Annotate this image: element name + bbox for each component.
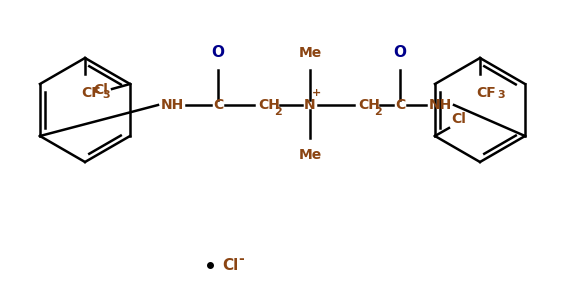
- Text: N: N: [304, 98, 316, 112]
- Text: CH: CH: [258, 98, 280, 112]
- Text: 3: 3: [497, 90, 505, 100]
- Text: Cl: Cl: [222, 257, 238, 272]
- Text: -: -: [238, 252, 244, 266]
- Text: Me: Me: [298, 148, 321, 162]
- Text: O: O: [212, 45, 225, 60]
- Text: Cl: Cl: [451, 112, 466, 126]
- Text: NH: NH: [160, 98, 184, 112]
- Text: NH: NH: [428, 98, 452, 112]
- Text: CH: CH: [358, 98, 380, 112]
- Text: 3: 3: [102, 90, 110, 100]
- Text: C: C: [213, 98, 223, 112]
- Text: Me: Me: [298, 46, 321, 60]
- Text: 2: 2: [274, 107, 282, 117]
- Text: CF: CF: [476, 86, 496, 100]
- Text: Cl: Cl: [93, 83, 108, 97]
- Text: O: O: [394, 45, 406, 60]
- Text: 2: 2: [374, 107, 382, 117]
- Text: +: +: [312, 88, 321, 98]
- Text: C: C: [395, 98, 405, 112]
- Text: CF: CF: [81, 86, 101, 100]
